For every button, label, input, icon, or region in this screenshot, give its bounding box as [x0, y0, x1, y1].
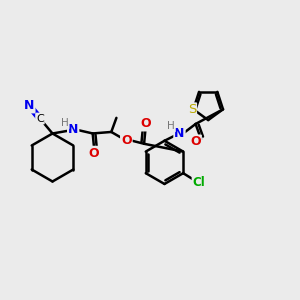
Text: H: H — [61, 118, 69, 128]
Text: O: O — [190, 136, 201, 148]
Text: H: H — [167, 122, 175, 131]
Text: N: N — [174, 127, 185, 140]
Text: O: O — [89, 147, 100, 160]
Text: N: N — [24, 99, 34, 112]
Text: C: C — [36, 114, 44, 124]
Text: Cl: Cl — [193, 176, 205, 189]
Text: O: O — [121, 134, 132, 147]
Text: S: S — [188, 103, 196, 116]
Text: O: O — [140, 118, 151, 130]
Text: N: N — [68, 123, 78, 136]
